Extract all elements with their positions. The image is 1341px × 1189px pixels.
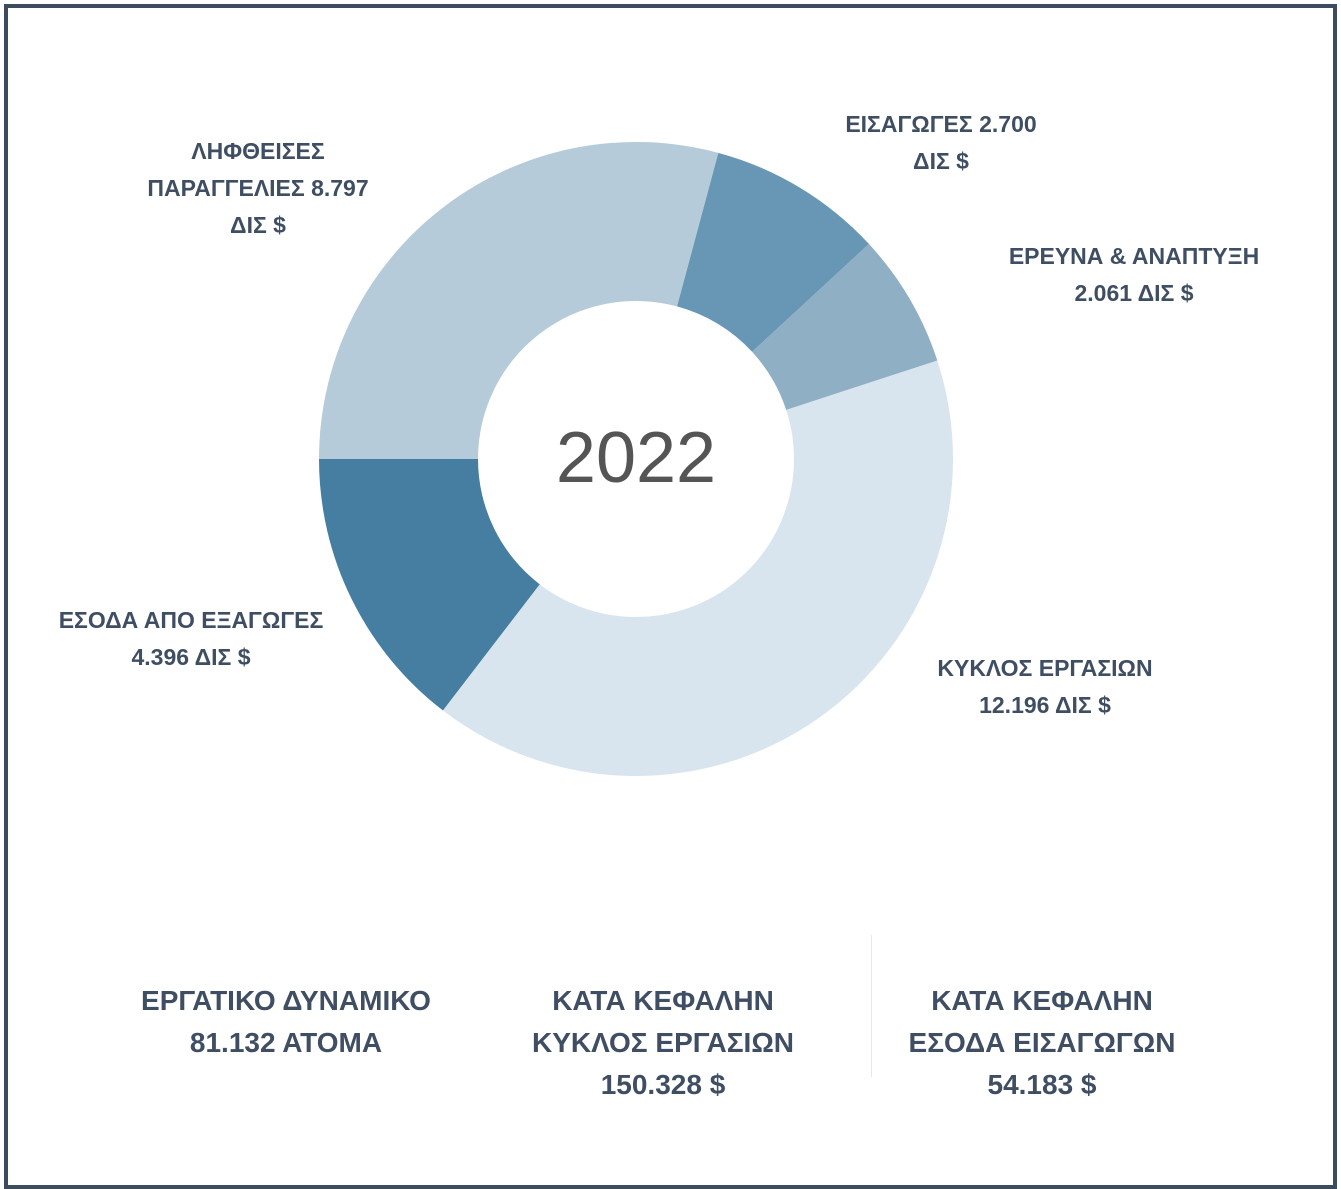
value-label: 8.797 ΔΙΣ $ xyxy=(230,175,369,238)
stat-value: 81.132 ΑΤΟΜΑ xyxy=(189,1027,383,1058)
category-label: ΕΡΕΥΝΑ & ΑΝΑΠΤΥΞΗ xyxy=(1008,243,1260,269)
slice-label: ΕΡΕΥΝΑ & ΑΝΑΠΤΥΞΗ 2.061 ΔΙΣ $ xyxy=(994,238,1274,312)
stat-label: ΕΡΓΑΤΙΚΟ ΔΥΝΑΜΙΚΟ xyxy=(141,985,431,1016)
separator xyxy=(871,935,872,1077)
stat-label: ΚΑΤΑ ΚΕΦΑΛΗΝ ΚΥΚΛΟΣ ΕΡΓΑΣΙΩΝ xyxy=(531,985,794,1058)
slice xyxy=(319,459,540,711)
stat-value: 54.183 $ xyxy=(987,1069,1097,1100)
value-label: 2.061 ΔΙΣ $ xyxy=(1074,280,1194,306)
center-text: 2022 xyxy=(556,418,716,498)
value-label: 4.396 ΔΙΣ $ xyxy=(131,644,251,670)
category-label: ΕΙΣΑΓΩΓΕΣ xyxy=(845,111,973,137)
stat-label: ΚΑΤΑ ΚΕΦΑΛΗΝ ΕΣΟΔΑ ΕΙΣΑΓΩΓΩΝ xyxy=(908,985,1176,1058)
slice-label: ΕΣΟΔΑ ΑΠΟ ΕΞΑΓΩΓΕΣ 4.396 ΔΙΣ $ xyxy=(57,602,325,676)
slice xyxy=(752,243,938,410)
slice xyxy=(442,360,953,776)
category-label: ΚΥΚΛΟΣ ΕΡΓΑΣΙΩΝ xyxy=(937,655,1153,681)
slice xyxy=(676,152,869,352)
stat: ΕΡΓΑΤΙΚΟ ΔΥΝΑΜΙΚΟ 81.132 ΑΤΟΜΑ xyxy=(96,980,476,1064)
category-label: ΕΣΟΔΑ ΑΠΟ ΕΞΑΓΩΓΕΣ xyxy=(58,607,324,633)
stat-value: 150.328 $ xyxy=(600,1069,726,1100)
slice-label: ΕΙΣΑΓΩΓΕΣ 2.700 ΔΙΣ $ xyxy=(826,106,1056,180)
stat: ΚΑΤΑ ΚΕΦΑΛΗΝ ΚΥΚΛΟΣ ΕΡΓΑΣΙΩΝ 150.328 $ xyxy=(508,980,818,1106)
value-label: 2.700 ΔΙΣ $ xyxy=(913,111,1037,174)
value-label: 12.196 ΔΙΣ $ xyxy=(979,692,1111,718)
slice xyxy=(318,142,719,460)
category-label: ΛΗΦΘΕΙΣΕΣ ΠΑΡΑΓΓΕΛΙΕΣ xyxy=(147,138,325,201)
slice-label: ΛΗΦΘΕΙΣΕΣ ΠΑΡΑΓΓΕΛΙΕΣ 8.797 ΔΙΣ $ xyxy=(133,133,383,244)
stat: ΚΑΤΑ ΚΕΦΑΛΗΝ ΕΣΟΔΑ ΕΙΣΑΓΩΓΩΝ 54.183 $ xyxy=(887,980,1197,1106)
slice-label: ΚΥΚΛΟΣ ΕΡΓΑΣΙΩΝ 12.196 ΔΙΣ $ xyxy=(920,650,1170,724)
